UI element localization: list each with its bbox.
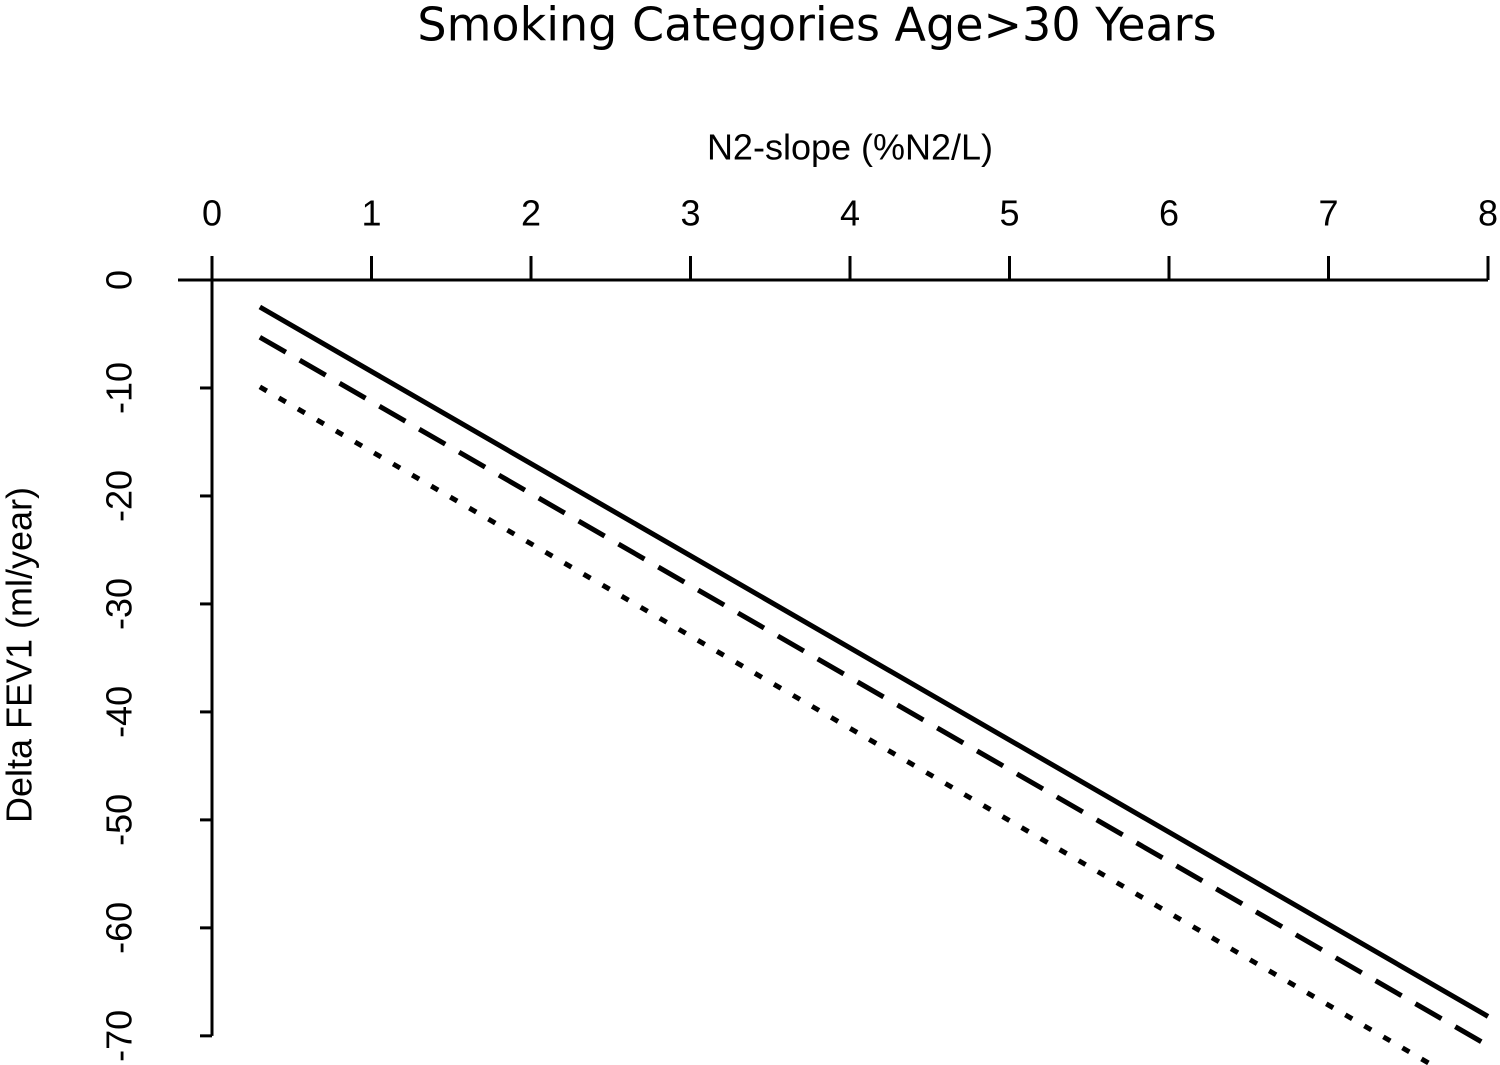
- plot-area: [258, 304, 1490, 1065]
- x-tick-label: 8: [1478, 193, 1498, 234]
- x-tick-label: 3: [680, 193, 700, 234]
- y-tick-label: -60: [99, 902, 140, 954]
- series-line: [258, 335, 1490, 1048]
- y-tick-label: -50: [99, 794, 140, 846]
- series-line: [258, 304, 1490, 1019]
- y-tick-label: -20: [99, 470, 140, 522]
- chart-title: Smoking Categories Age>30 Years: [417, 0, 1216, 52]
- x-tick-label: 4: [840, 193, 860, 234]
- x-tick-label: 5: [999, 193, 1019, 234]
- y-tick-label: -10: [99, 362, 140, 414]
- x-tick-label: 0: [202, 193, 222, 234]
- x-axis-label: N2-slope (%N2/L): [707, 127, 993, 168]
- x-tick-label: 1: [361, 193, 381, 234]
- y-tick-label: -30: [99, 578, 140, 630]
- x-tick-label: 7: [1318, 193, 1338, 234]
- x-tick-label: 6: [1159, 193, 1179, 234]
- y-tick-label: -40: [99, 686, 140, 738]
- x-tick-label: 2: [521, 193, 541, 234]
- y-tick-label: -70: [99, 1010, 140, 1062]
- y-tick-label: 0: [99, 270, 140, 290]
- series-line: [258, 384, 1438, 1065]
- y-axis-label: Delta FEV1 (ml/year): [0, 487, 40, 823]
